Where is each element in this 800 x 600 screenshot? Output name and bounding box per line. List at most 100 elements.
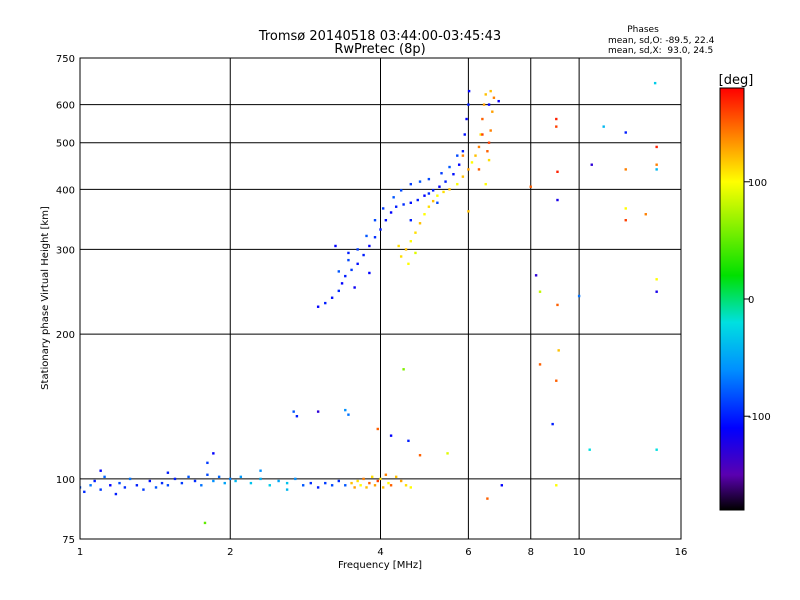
data-point bbox=[457, 163, 461, 166]
data-point bbox=[489, 129, 492, 132]
data-point bbox=[489, 89, 492, 93]
data-point bbox=[653, 81, 657, 85]
data-point bbox=[387, 481, 390, 485]
data-point bbox=[446, 452, 449, 455]
data-point bbox=[479, 133, 482, 136]
y-tick-label: 75 bbox=[62, 535, 75, 546]
data-point bbox=[624, 207, 627, 210]
data-point bbox=[418, 222, 422, 225]
data-point bbox=[588, 448, 591, 451]
data-point bbox=[467, 89, 471, 93]
y-tick-label: 600 bbox=[56, 101, 75, 112]
data-point bbox=[644, 213, 647, 216]
data-point bbox=[381, 486, 385, 489]
data-point bbox=[268, 484, 271, 487]
data-point bbox=[381, 207, 385, 210]
data-point bbox=[467, 210, 470, 213]
data-point bbox=[123, 486, 127, 489]
data-point bbox=[465, 117, 468, 121]
data-point bbox=[477, 168, 481, 171]
data-point bbox=[487, 158, 491, 162]
data-point bbox=[461, 150, 465, 153]
x-tick-label: 2 bbox=[227, 547, 233, 558]
data-point bbox=[538, 290, 542, 293]
data-point bbox=[486, 497, 489, 500]
data-point bbox=[655, 168, 658, 171]
data-point bbox=[624, 131, 627, 134]
data-point bbox=[655, 163, 658, 166]
data-point bbox=[444, 180, 447, 183]
colorbar-ticks: 100 0 -100 bbox=[744, 178, 771, 423]
data-point bbox=[99, 488, 102, 491]
y-axis: 75 100 200 300 400 500 600 750 bbox=[56, 54, 75, 546]
data-point bbox=[409, 201, 412, 204]
data-point bbox=[316, 305, 320, 308]
x-tick-label: 8 bbox=[528, 547, 534, 558]
y-axis-label: Stationary phase Virtual Height [km] bbox=[40, 206, 51, 390]
data-point bbox=[538, 363, 542, 366]
data-point bbox=[427, 205, 431, 208]
data-point bbox=[427, 192, 431, 195]
data-point bbox=[427, 177, 431, 181]
point-group bbox=[397, 89, 496, 266]
data-point bbox=[229, 477, 232, 481]
data-point bbox=[206, 461, 209, 465]
data-point bbox=[356, 262, 359, 266]
data-point bbox=[316, 486, 320, 489]
data-point bbox=[500, 484, 504, 487]
data-point bbox=[142, 488, 145, 491]
data-point bbox=[431, 199, 435, 203]
data-point bbox=[404, 248, 408, 251]
data-point bbox=[368, 481, 371, 485]
y-tick-label: 100 bbox=[56, 475, 75, 486]
data-point bbox=[344, 408, 347, 412]
data-point bbox=[557, 349, 560, 352]
data-point bbox=[481, 117, 484, 121]
data-point bbox=[160, 481, 164, 485]
point-group bbox=[529, 81, 658, 487]
data-point bbox=[497, 99, 500, 103]
data-point bbox=[467, 168, 470, 171]
data-point bbox=[376, 427, 379, 431]
data-point bbox=[440, 172, 443, 175]
data-point bbox=[448, 165, 451, 169]
colorbar-tick-label: -100 bbox=[748, 412, 771, 423]
data-point bbox=[555, 117, 558, 121]
y-tick-label: 400 bbox=[56, 185, 75, 196]
data-point bbox=[379, 477, 382, 481]
data-point bbox=[373, 236, 377, 239]
data-point bbox=[259, 477, 262, 481]
data-point bbox=[365, 234, 368, 238]
data-point bbox=[655, 448, 658, 451]
x-tick-label: 4 bbox=[377, 547, 383, 558]
data-point bbox=[624, 219, 627, 222]
data-point bbox=[166, 471, 170, 474]
data-point bbox=[655, 290, 658, 293]
data-point bbox=[217, 475, 221, 479]
colorbar-tick-label: 100 bbox=[748, 178, 767, 189]
y-tick-label: 750 bbox=[56, 54, 75, 65]
data-point bbox=[470, 161, 474, 164]
data-point bbox=[482, 103, 486, 106]
data-point bbox=[389, 434, 393, 437]
data-point bbox=[399, 479, 403, 483]
data-point bbox=[556, 170, 559, 173]
data-point bbox=[409, 486, 412, 489]
data-point bbox=[384, 219, 388, 222]
data-point bbox=[301, 484, 305, 487]
x-tick-label: 6 bbox=[465, 547, 471, 558]
data-point bbox=[418, 454, 422, 457]
data-point bbox=[416, 198, 419, 202]
data-point bbox=[356, 479, 359, 483]
data-point bbox=[353, 486, 356, 489]
data-point bbox=[551, 422, 554, 426]
data-point bbox=[436, 194, 439, 197]
data-point bbox=[402, 368, 405, 371]
data-point bbox=[324, 481, 327, 485]
data-point bbox=[347, 251, 350, 255]
point-group bbox=[80, 452, 347, 525]
data-point bbox=[486, 150, 489, 153]
data-point bbox=[423, 213, 426, 216]
data-point bbox=[438, 185, 441, 188]
data-point bbox=[99, 469, 102, 472]
